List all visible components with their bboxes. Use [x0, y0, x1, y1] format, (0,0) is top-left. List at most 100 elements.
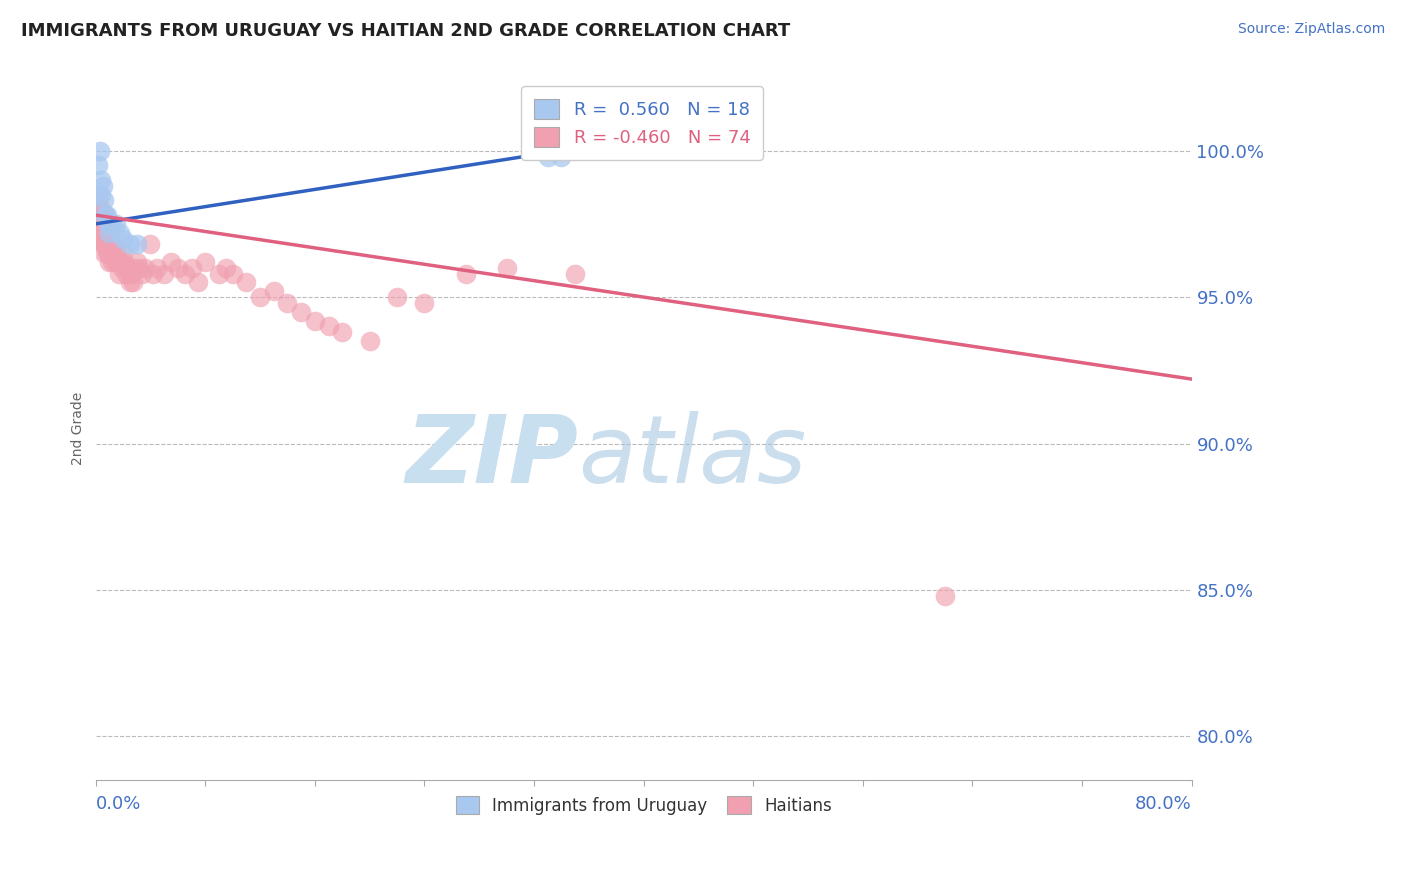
Point [93, 246, 115, 260]
Point [118, 276, 141, 290]
Point [87, 217, 110, 231]
Point [187, 276, 209, 290]
Point [122, 260, 145, 275]
Point [98, 255, 121, 269]
Point [120, 267, 142, 281]
Text: atlas: atlas [578, 411, 806, 502]
Point [97, 231, 120, 245]
Point [104, 255, 127, 269]
Point [90, 173, 112, 187]
Point [318, 319, 340, 334]
Point [495, 260, 517, 275]
Point [290, 304, 312, 318]
Point [112, 255, 135, 269]
Point [98, 217, 121, 231]
Point [125, 237, 148, 252]
Point [103, 246, 125, 260]
Point [118, 267, 141, 281]
Point [110, 255, 132, 269]
Point [173, 267, 195, 281]
Point [94, 208, 117, 222]
Point [108, 267, 131, 281]
Point [94, 237, 117, 252]
Point [110, 226, 132, 240]
Point [235, 276, 257, 290]
Point [107, 255, 129, 269]
Point [89, 202, 111, 217]
Point [98, 237, 121, 252]
Point [89, 231, 111, 245]
Point [413, 296, 436, 310]
Point [98, 226, 121, 240]
Point [112, 246, 135, 260]
Point [93, 194, 115, 208]
Legend: Immigrants from Uruguay, Haitians: Immigrants from Uruguay, Haitians [446, 786, 842, 825]
Point [89, 144, 111, 158]
Point [94, 226, 117, 240]
Point [100, 231, 122, 245]
Y-axis label: 2nd Grade: 2nd Grade [72, 392, 86, 466]
Point [87, 158, 110, 172]
Text: ZIP: ZIP [405, 411, 578, 503]
Point [385, 290, 408, 304]
Text: IMMIGRANTS FROM URUGUAY VS HAITIAN 2ND GRADE CORRELATION CHART: IMMIGRANTS FROM URUGUAY VS HAITIAN 2ND G… [21, 22, 790, 40]
Point [934, 589, 956, 603]
Point [180, 260, 202, 275]
Point [87, 187, 110, 202]
Text: 0.0%: 0.0% [96, 795, 141, 813]
Point [101, 255, 124, 269]
Point [90, 202, 112, 217]
Point [550, 149, 572, 163]
Point [111, 260, 134, 275]
Point [215, 260, 238, 275]
Point [118, 237, 141, 252]
Point [89, 217, 111, 231]
Point [153, 267, 176, 281]
Point [96, 246, 118, 260]
Text: 80.0%: 80.0% [1135, 795, 1192, 813]
Point [304, 313, 326, 327]
Point [96, 226, 118, 240]
Point [112, 231, 135, 245]
Point [139, 237, 162, 252]
Point [276, 296, 298, 310]
Point [91, 217, 114, 231]
Point [128, 260, 150, 275]
Point [131, 267, 153, 281]
Point [97, 246, 120, 260]
Point [101, 217, 124, 231]
Point [249, 290, 271, 304]
Point [91, 237, 114, 252]
Point [105, 217, 128, 231]
Point [96, 208, 118, 222]
Point [160, 255, 183, 269]
Point [93, 217, 115, 231]
Point [166, 260, 188, 275]
Point [564, 267, 586, 281]
Point [208, 267, 231, 281]
Point [454, 267, 477, 281]
Text: Source: ZipAtlas.com: Source: ZipAtlas.com [1237, 22, 1385, 37]
Point [134, 260, 156, 275]
Point [146, 260, 169, 275]
Point [97, 217, 120, 231]
Point [142, 267, 165, 281]
Point [114, 267, 136, 281]
Point [90, 187, 112, 202]
Point [101, 237, 124, 252]
Point [221, 267, 243, 281]
Point [94, 208, 117, 222]
Point [330, 325, 353, 339]
Point [121, 276, 143, 290]
Point [125, 255, 148, 269]
Point [537, 149, 560, 163]
Point [91, 231, 114, 245]
Point [91, 178, 114, 193]
Point [263, 284, 285, 298]
Point [194, 255, 217, 269]
Point [90, 226, 112, 240]
Point [86, 202, 108, 217]
Point [115, 260, 138, 275]
Point [105, 246, 128, 260]
Point [359, 334, 381, 348]
